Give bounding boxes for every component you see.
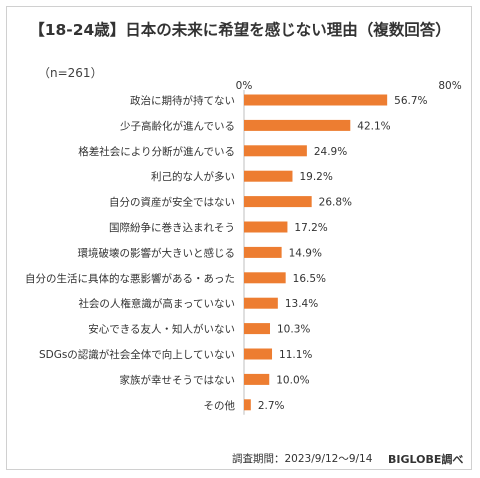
category-label: 家族が幸せそうではない (120, 373, 236, 386)
category-label: 自分の資産が安全ではない (109, 196, 235, 209)
survey-period: 調査期間：2023/9/12～9/14 (232, 453, 373, 465)
value-label: 10.0% (276, 374, 309, 386)
category-label: 政治に期待が持てない (130, 94, 235, 107)
value-label: 42.1% (357, 120, 390, 132)
value-label: 13.4% (285, 298, 318, 310)
value-label: 2.7% (258, 400, 285, 412)
axis-tick-label: 80% (438, 80, 461, 92)
bar (244, 145, 307, 157)
bar (244, 94, 388, 106)
value-label: 19.2% (299, 171, 332, 183)
bar (244, 272, 286, 284)
value-label: 17.2% (294, 222, 327, 234)
bar (244, 297, 278, 309)
bar (244, 373, 270, 385)
bar (244, 348, 273, 360)
category-label: 安心できる友人・知人がいない (88, 323, 235, 336)
axis-tick-label: 0% (236, 80, 253, 92)
chart-frame (6, 6, 472, 470)
source-brand: BIGLOBE調べ (388, 453, 464, 466)
chart-title: 【18-24歳】日本の未来に希望を感じない理由（複数回答） (29, 21, 451, 39)
value-label: 14.9% (289, 247, 322, 259)
bar (244, 170, 293, 182)
category-label: 少子高齢化が進んでいる (120, 119, 235, 132)
category-label: 利己的な人が多い (151, 170, 235, 183)
category-label: SDGsの認識が社会全体で向上していない (39, 348, 235, 361)
value-label: 24.9% (314, 146, 347, 158)
value-label: 10.3% (277, 324, 310, 336)
value-label: 11.1% (279, 349, 312, 361)
value-label: 16.5% (293, 273, 326, 285)
bar (244, 221, 288, 233)
bar (244, 246, 282, 258)
bar (244, 323, 271, 335)
bar (244, 399, 251, 411)
category-label: 環境破壊の影響が大きいと感じる (78, 246, 236, 259)
sample-size-note: （n=261） (38, 66, 103, 80)
category-label: その他 (204, 399, 236, 412)
bar (244, 196, 312, 208)
bar (244, 119, 351, 131)
value-label: 56.7% (394, 95, 427, 107)
category-label: 格差社会により分断が進んでいる (78, 145, 235, 158)
category-label: 国際紛争に巻き込まれそう (109, 221, 235, 234)
category-label: 社会の人権意識が高まっていない (78, 297, 235, 310)
category-label: 自分の生活に具体的な悪影響がある・あった (25, 272, 235, 285)
value-label: 26.8% (319, 197, 352, 209)
